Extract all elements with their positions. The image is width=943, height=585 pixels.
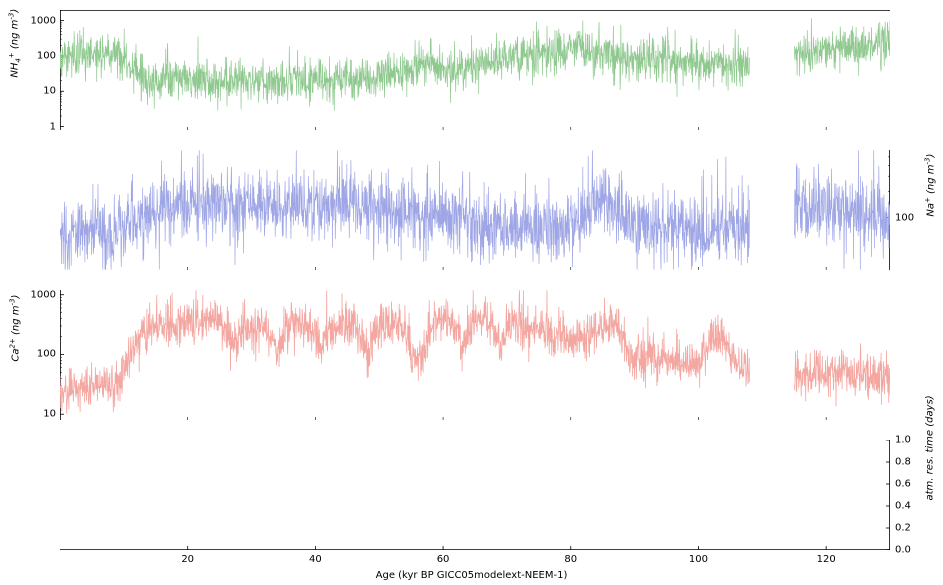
xtick-label: 120 bbox=[817, 554, 836, 565]
xtick-label: 80 bbox=[564, 554, 577, 565]
ytick-label: 10 bbox=[6, 409, 56, 420]
ytick-label: 0.2 bbox=[895, 523, 935, 534]
x-axis-label: Age (kyr BP GICC05modelext-NEEM-1) bbox=[0, 570, 943, 581]
ytick-label: 10 bbox=[6, 86, 56, 97]
panel-ca bbox=[60, 290, 890, 420]
xtick-label: 100 bbox=[689, 554, 708, 565]
xtick-label: 20 bbox=[181, 554, 194, 565]
panel-restime bbox=[60, 440, 890, 550]
panel-na bbox=[60, 150, 890, 270]
ytick-label: 0.0 bbox=[895, 545, 935, 556]
series-nh4 bbox=[60, 18, 890, 110]
panel-svg-ca bbox=[60, 290, 890, 420]
figure: Age (kyr BP GICC05modelext-NEEM-1) 1 10 10… bbox=[0, 0, 943, 585]
ytick-label: 0.4 bbox=[895, 501, 935, 512]
panel-nh4 bbox=[60, 10, 890, 130]
panel-svg-nh4 bbox=[60, 10, 890, 130]
y-axis-label-nh4: NH4+ (ng m-3) bbox=[7, 64, 22, 78]
y-axis-label-ca: Ca2+ (ng m-3) bbox=[8, 348, 21, 362]
panel-svg-restime bbox=[60, 440, 890, 550]
y-axis-label-restime: atm. res. time (days) bbox=[925, 487, 936, 501]
xtick-label: 60 bbox=[437, 554, 450, 565]
series-na bbox=[60, 150, 890, 269]
panel-svg-na bbox=[60, 150, 890, 270]
ytick-label: 1 bbox=[6, 121, 56, 132]
series-ca bbox=[60, 290, 890, 413]
xtick-label: 40 bbox=[309, 554, 322, 565]
y-axis-label-na: Na+ (ng m-3) bbox=[923, 203, 936, 217]
